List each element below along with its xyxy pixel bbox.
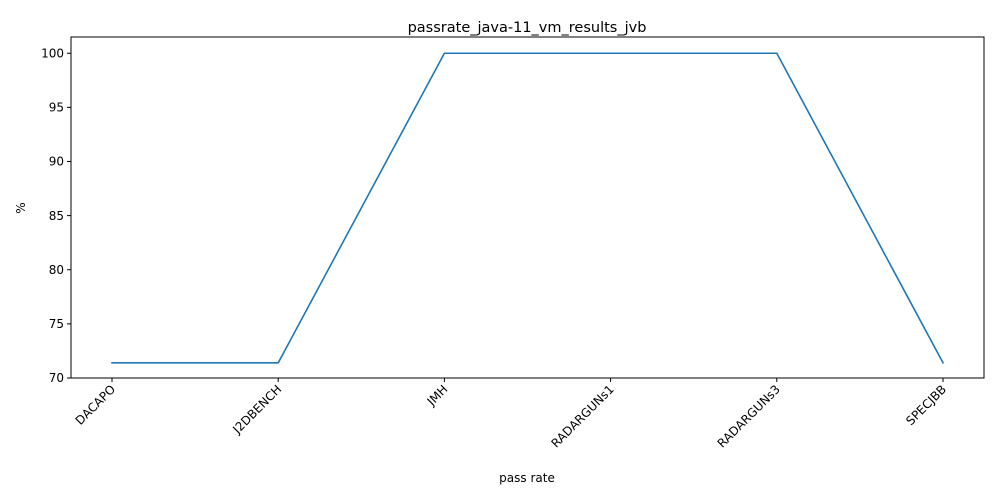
x-axis-label: pass rate: [499, 471, 555, 485]
x-tick-label: DACAPO: [73, 382, 118, 427]
y-tick-label: 85: [49, 209, 64, 223]
x-tick-label: RADARGUNs3: [715, 382, 783, 450]
y-tick-label: 95: [49, 101, 64, 115]
y-axis-ticks: 70 75 80 85 90 95 100: [41, 46, 71, 385]
y-tick-label: 70: [49, 371, 64, 385]
x-tick-label: JMH: [424, 382, 451, 409]
x-tick-label: RADARGUNs1: [548, 382, 616, 450]
y-tick-label: 80: [49, 263, 64, 277]
y-tick-label: 75: [49, 317, 64, 331]
chart-title: passrate_java-11_vm_results_jvb: [408, 20, 647, 36]
x-axis-ticks: DACAPO J2DBENCH JMH RADARGUNs1 RADARGUNs3 SPE…: [73, 378, 949, 451]
y-tick-label: 100: [41, 46, 64, 60]
x-tick-label: J2DBENCH: [229, 382, 284, 437]
plot-area: [70, 36, 985, 379]
y-tick-label: 90: [49, 155, 64, 169]
x-tick-label: SPECJBB: [903, 382, 949, 428]
plot-frame: [70, 36, 985, 379]
y-axis-label: %: [14, 202, 28, 213]
series-line-0: [111, 52, 945, 364]
